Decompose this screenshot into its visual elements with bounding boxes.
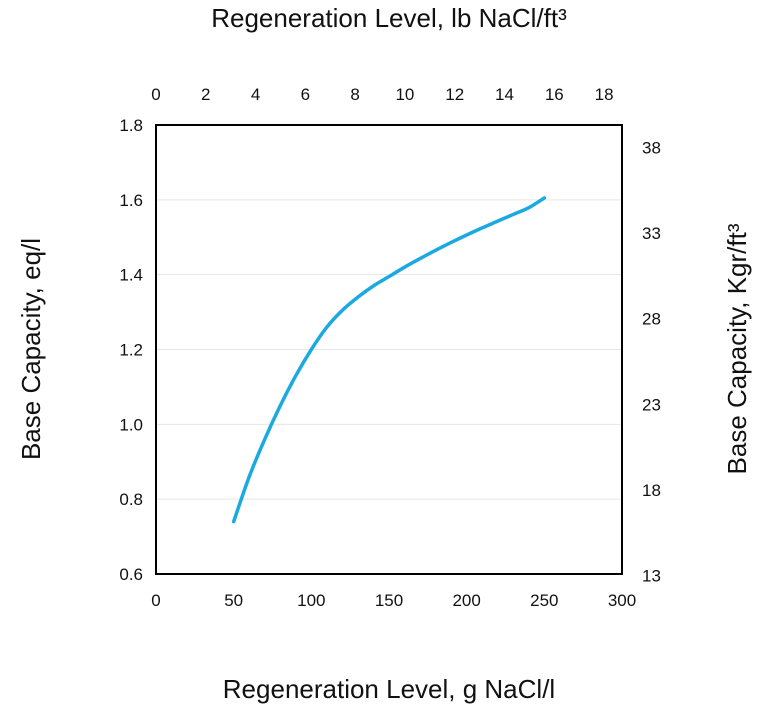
x-axis-tick-label: 200 [452, 591, 480, 610]
y-axis-left: 0.6 0.8 1.0 1.2 1.4 1.6 1.8 [119, 116, 143, 584]
x-axis-tick-label: 0 [151, 591, 160, 610]
series-layer [231, 196, 547, 524]
x-axis-tick-label: 150 [375, 591, 403, 610]
x-axis-bottom: 0 50 100 150 200 250 300 [151, 591, 636, 610]
x-axis-tick-label: 50 [224, 591, 243, 610]
x2-axis-tick-label: 0 [151, 85, 160, 104]
x-axis-tick-label: 100 [297, 591, 325, 610]
y2-axis-tick-label: 38 [642, 138, 661, 157]
y-axis-tick-label: 1.0 [119, 415, 143, 434]
y-axis-tick-label: 1.4 [119, 266, 143, 285]
y-axis-tick-label: 0.6 [119, 565, 143, 584]
y-axis-tick-label: 1.6 [119, 191, 143, 210]
x2-axis-tick-label: 18 [595, 85, 614, 104]
x-axis-tick-label: 250 [530, 591, 558, 610]
x2-axis-tick-label: 10 [395, 85, 414, 104]
y2-axis-tick-label: 33 [642, 224, 661, 243]
x-axis-title-bottom: Regeneration Level, g NaCl/l [223, 674, 555, 704]
x2-axis-tick-label: 6 [301, 85, 310, 104]
x2-axis-tick-label: 14 [495, 85, 514, 104]
plot-area-frame [155, 124, 623, 575]
y-axis-title-right: Base Capacity, Kgr/ft³ [722, 223, 752, 474]
x-axis-title-top: Regeneration Level, lb NaCl/ft³ [211, 3, 567, 33]
x2-axis-tick-label: 12 [445, 85, 464, 104]
x-axis-tick-label: 300 [608, 591, 636, 610]
x-axis-top: 0 2 4 6 8 10 12 14 16 18 [151, 85, 613, 104]
x2-axis-tick-label: 16 [545, 85, 564, 104]
y2-axis-tick-label: 18 [642, 481, 661, 500]
y-axis-tick-label: 0.8 [119, 490, 143, 509]
grid-lines [156, 199, 622, 500]
y2-axis-tick-label: 28 [642, 310, 661, 329]
x2-axis-tick-label: 4 [251, 85, 260, 104]
series-line-0 [231, 196, 547, 524]
x2-axis-tick-label: 8 [350, 85, 359, 104]
x2-axis-tick-label: 2 [201, 85, 210, 104]
y2-axis-tick-label: 23 [642, 395, 661, 414]
y-axis-tick-label: 1.2 [119, 341, 143, 360]
y2-axis-tick-label: 13 [642, 567, 661, 586]
y-axis-tick-label: 1.8 [119, 116, 143, 135]
y-axis-right: 13 18 23 28 33 38 [642, 138, 661, 585]
y-axis-title-left: Base Capacity, eq/l [16, 238, 46, 460]
